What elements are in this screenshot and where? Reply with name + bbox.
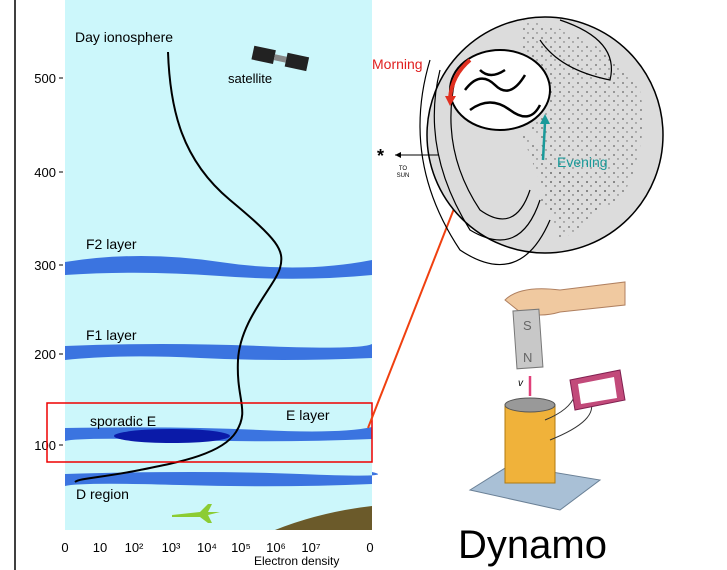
x-tick-label: 10⁴ xyxy=(197,540,217,555)
x-axis-label: Electron density xyxy=(254,554,339,568)
evening-label: Evening xyxy=(557,154,608,170)
y-tick-label: 400 xyxy=(34,165,56,180)
sun-star: * xyxy=(377,146,384,166)
plot-title: Day ionosphere xyxy=(75,29,173,45)
to-sun-label: SUN xyxy=(397,173,410,179)
satellite-label: satellite xyxy=(228,71,272,86)
morning-label: Morning xyxy=(372,56,423,72)
y-tick-label: 300 xyxy=(34,258,56,273)
layer-label: E layer xyxy=(286,407,330,423)
layer-label: F1 layer xyxy=(86,327,137,343)
arrow-head xyxy=(395,152,401,158)
x-tick-label: 10³ xyxy=(162,540,181,555)
x-tick-label: 0 xyxy=(366,540,373,555)
velocity-label: v xyxy=(518,378,524,389)
coil-top xyxy=(505,398,555,412)
x-tick-label: 10⁶ xyxy=(266,540,286,555)
sporadic-e-blob xyxy=(114,429,230,443)
x-axis: 0 10 10² 10³ 10⁴ 10⁵ 10⁶ 10⁷ 0 xyxy=(61,540,373,555)
page: Day ionosphere satellite F2 layer F1 lay… xyxy=(0,0,727,570)
y-tick-label: 200 xyxy=(34,347,56,362)
y-tick-label: 100 xyxy=(34,438,56,453)
caption: Dynamo xyxy=(458,523,607,567)
x-tick-label: 10² xyxy=(125,540,144,555)
layer-label: sporadic E xyxy=(90,413,156,429)
figure: Day ionosphere satellite F2 layer F1 lay… xyxy=(0,0,727,570)
layer-label: F2 layer xyxy=(86,236,137,252)
layer-label: D region xyxy=(76,486,129,502)
y-axis: 500 400 300 200 100 xyxy=(34,71,63,453)
magnet-pole: N xyxy=(523,350,532,365)
x-tick-label: 10 xyxy=(93,540,107,555)
to-sun-label: TO xyxy=(399,166,408,172)
magnet-pole: S xyxy=(523,318,532,333)
x-tick-label: 0 xyxy=(61,540,68,555)
y-tick-label: 500 xyxy=(34,71,56,86)
x-tick-label: 10⁵ xyxy=(231,540,251,555)
coil xyxy=(505,405,555,483)
x-tick-label: 10⁷ xyxy=(301,540,320,555)
